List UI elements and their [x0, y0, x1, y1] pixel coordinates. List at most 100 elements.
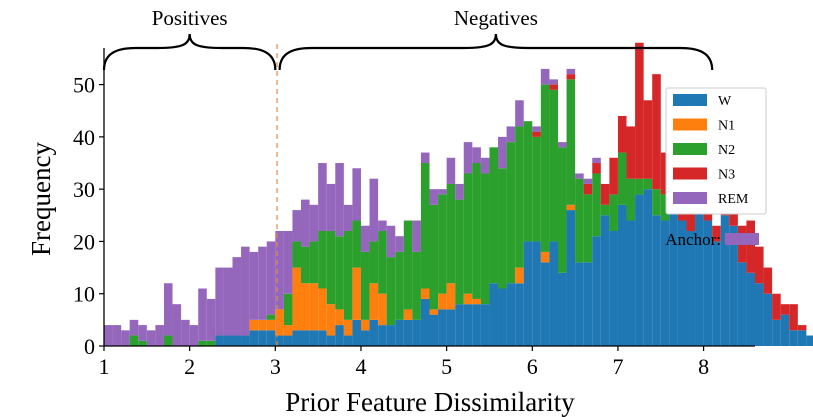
bracket-positives [102, 33, 277, 71]
bar-rem-bin-33 [386, 225, 396, 258]
bar-w-bin-60 [617, 204, 627, 346]
bar-w-bin-45 [489, 283, 499, 346]
bar-rem-bin-26 [326, 183, 336, 231]
bar-n1-bin-24 [309, 283, 319, 331]
bar-n2-bin-50 [532, 136, 541, 242]
bar-w-bin-50 [532, 241, 541, 346]
bar-n3-bin-57 [592, 163, 601, 174]
y-tick-label-10: 10 [73, 282, 95, 307]
bar-w-bin-54 [566, 210, 576, 346]
bar-n2-bin-25 [318, 230, 327, 289]
bar-w-bin-77 [763, 293, 773, 346]
legend: W N1 N2 N3 REM [665, 87, 767, 215]
bar-n2-bin-43 [472, 163, 481, 299]
bar-n2-bin-40 [446, 183, 456, 284]
bar-n1-bin-40 [446, 283, 456, 310]
bar-w-bin-37 [420, 298, 430, 346]
bar-w-bin-57 [592, 236, 601, 346]
bar-w-bin-36 [412, 319, 421, 346]
x-tick-label-4: 4 [355, 354, 366, 379]
bar-rem-bin-2 [121, 330, 130, 346]
bar-n1-bin-23 [301, 283, 310, 331]
bar-n2-bin-32 [378, 230, 387, 294]
bar-n2-bin-41 [455, 199, 464, 305]
bar-n2-bin-64 [652, 189, 661, 216]
bar-rem-bin-50 [532, 126, 541, 132]
x-tick-label-2: 2 [184, 354, 195, 379]
bar-rem-bin-5 [146, 330, 156, 346]
bar-w-bin-30 [360, 330, 370, 346]
bar-w-bin-44 [480, 304, 490, 346]
bar-n2-bin-51 [540, 84, 550, 252]
bar-n1-bin-18 [258, 319, 267, 331]
bar-w-bin-15 [232, 335, 242, 346]
bar-w-bin-53 [557, 272, 567, 346]
bar-w-bin-71 [712, 241, 721, 346]
bar-n3-bin-79 [780, 304, 790, 315]
bar-n3-bin-56 [583, 183, 593, 195]
bar-n2-bin-23 [301, 246, 310, 284]
bar-n2-bin-31 [369, 241, 379, 284]
bar-rem-bin-18 [258, 246, 267, 320]
bar-w-bin-69 [695, 204, 704, 346]
bar-w-bin-63 [643, 189, 653, 346]
bar-n2-bin-42 [463, 173, 473, 294]
bar-w-bin-48 [515, 283, 524, 346]
bar-rem-bin-4 [138, 325, 147, 341]
bar-w-bin-28 [343, 335, 353, 346]
anchor-label: Anchor: [665, 230, 721, 249]
bar-n2-bin-57 [592, 173, 601, 237]
bar-w-bin-47 [506, 283, 516, 346]
bar-w-bin-14 [223, 335, 233, 346]
bar-n1-bin-27 [335, 309, 344, 326]
bar-n1-bin-21 [283, 325, 293, 336]
bar-w-bin-27 [335, 325, 344, 346]
bar-rem-bin-21 [283, 230, 293, 294]
bar-n1-bin-17 [249, 319, 259, 331]
bar-rem-bin-54 [566, 68, 576, 75]
bar-n1-bin-22 [292, 267, 302, 331]
bar-rem-bin-15 [232, 257, 242, 336]
bar-n2-bin-39 [438, 194, 447, 294]
bar-n1-bin-28 [343, 319, 353, 336]
bar-n2-bin-4 [138, 340, 147, 346]
y-tick-label-40: 40 [73, 125, 95, 150]
bar-n2-bin-36 [412, 251, 421, 320]
bar-n2-bin-29 [352, 220, 361, 268]
bar-rem-bin-46 [498, 136, 507, 169]
bar-w-bin-72 [720, 215, 730, 346]
bar-n2-bin-55 [575, 178, 584, 263]
bar-n3-bin-81 [797, 325, 807, 331]
bar-rem-bin-40 [446, 157, 456, 184]
bar-rem-bin-31 [369, 178, 379, 242]
bar-w-bin-52 [549, 241, 558, 346]
bar-n3-bin-63 [643, 100, 653, 179]
bar-w-bin-70 [703, 220, 713, 346]
bar-n2-bin-21 [283, 293, 293, 326]
bar-n3-bin-76 [755, 246, 764, 284]
bar-rem-bin-48 [515, 100, 524, 127]
bar-n2-bin-58 [600, 204, 610, 216]
bar-w-bin-17 [249, 330, 259, 346]
y-tick-label-50: 50 [73, 73, 95, 98]
bar-rem-bin-51 [540, 68, 550, 85]
bar-rem-bin-25 [318, 163, 327, 231]
bar-n2-bin-30 [360, 251, 370, 320]
bar-n3-bin-77 [763, 267, 773, 294]
bar-rem-bin-7 [163, 283, 173, 336]
bar-w-bin-56 [583, 262, 593, 346]
bar-w-bin-29 [352, 319, 361, 346]
bracket-label-negatives: Negatives [454, 6, 538, 30]
bar-n1-bin-19 [266, 319, 276, 331]
bar-n1-bin-32 [378, 293, 387, 326]
bar-rem-bin-22 [292, 210, 302, 242]
bar-n1-bin-30 [360, 319, 370, 331]
bar-rem-bin-1 [112, 325, 122, 346]
bar-rem-bin-28 [343, 204, 353, 231]
bar-rem-bin-36 [412, 220, 421, 252]
bar-n2-bin-22 [292, 241, 302, 268]
bar-w-bin-67 [677, 220, 687, 346]
y-tick-label-30: 30 [73, 177, 95, 202]
bar-n2-bin-63 [643, 178, 653, 190]
